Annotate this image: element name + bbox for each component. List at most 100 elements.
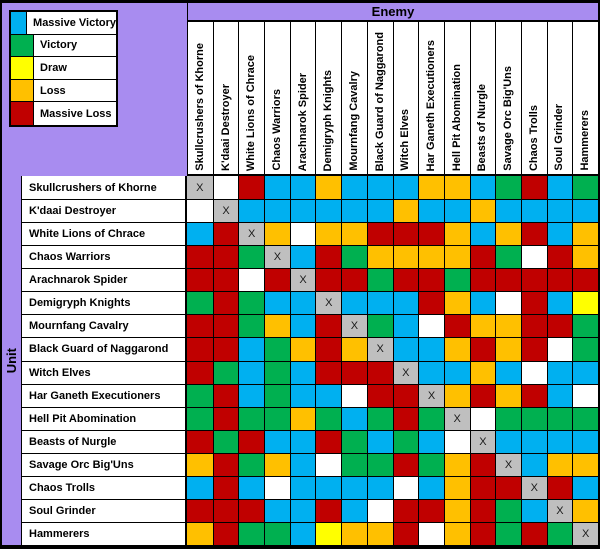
matchup-cell[interactable] <box>572 406 598 430</box>
matchup-cell[interactable] <box>495 475 521 499</box>
matchup-cell[interactable] <box>212 314 239 338</box>
matchup-cell[interactable] <box>546 337 573 361</box>
matchup-cell[interactable]: X <box>546 498 573 522</box>
matchup-cell[interactable] <box>572 222 598 246</box>
matchup-cell[interactable] <box>520 176 547 200</box>
matchup-cell[interactable] <box>546 314 573 338</box>
matchup-cell[interactable] <box>264 222 290 246</box>
matchup-cell[interactable] <box>443 291 470 315</box>
matchup-cell[interactable] <box>341 429 367 453</box>
matchup-cell[interactable] <box>315 176 342 200</box>
matchup-cell[interactable] <box>546 406 573 430</box>
matchup-cell[interactable] <box>418 429 444 453</box>
matchup-cell[interactable]: X <box>520 475 547 499</box>
matchup-cell[interactable] <box>366 176 393 200</box>
matchup-cell[interactable] <box>443 383 470 407</box>
matchup-cell[interactable] <box>341 406 367 430</box>
matchup-cell[interactable] <box>187 199 213 223</box>
matchup-cell[interactable] <box>341 337 367 361</box>
matchup-cell[interactable] <box>495 521 521 545</box>
matchup-cell[interactable] <box>572 291 598 315</box>
matchup-cell[interactable] <box>495 383 521 407</box>
matchup-cell[interactable] <box>392 475 419 499</box>
matchup-cell[interactable] <box>238 360 265 384</box>
matchup-cell[interactable] <box>315 383 342 407</box>
matchup-cell[interactable] <box>212 406 239 430</box>
matchup-cell[interactable] <box>418 222 444 246</box>
matchup-cell[interactable] <box>238 176 265 200</box>
matchup-cell[interactable] <box>418 360 444 384</box>
matchup-cell[interactable] <box>264 406 290 430</box>
matchup-cell[interactable] <box>443 498 470 522</box>
matchup-cell[interactable] <box>238 498 265 522</box>
matchup-cell[interactable] <box>392 176 419 200</box>
matchup-cell[interactable] <box>546 475 573 499</box>
matchup-cell[interactable] <box>443 429 470 453</box>
matchup-cell[interactable] <box>238 429 265 453</box>
matchup-cell[interactable] <box>392 406 419 430</box>
matchup-cell[interactable] <box>212 176 239 200</box>
matchup-cell[interactable] <box>366 498 393 522</box>
matchup-cell[interactable] <box>392 291 419 315</box>
matchup-cell[interactable] <box>315 360 342 384</box>
matchup-cell[interactable] <box>289 406 316 430</box>
matchup-cell[interactable] <box>289 222 316 246</box>
matchup-cell[interactable] <box>341 498 367 522</box>
matchup-cell[interactable] <box>520 360 547 384</box>
matchup-cell[interactable] <box>392 222 419 246</box>
matchup-cell[interactable] <box>315 245 342 269</box>
matchup-cell[interactable] <box>187 337 213 361</box>
matchup-cell[interactable] <box>238 383 265 407</box>
matchup-cell[interactable] <box>469 245 496 269</box>
matchup-cell[interactable]: X <box>418 383 444 407</box>
matchup-cell[interactable] <box>315 314 342 338</box>
matchup-cell[interactable] <box>289 452 316 476</box>
matchup-cell[interactable] <box>418 475 444 499</box>
matchup-cell[interactable] <box>572 176 598 200</box>
matchup-cell[interactable] <box>392 337 419 361</box>
matchup-cell[interactable] <box>546 268 573 292</box>
matchup-cell[interactable] <box>238 314 265 338</box>
matchup-cell[interactable] <box>187 291 213 315</box>
matchup-cell[interactable] <box>443 521 470 545</box>
matchup-cell[interactable] <box>264 291 290 315</box>
matchup-cell[interactable] <box>289 245 316 269</box>
matchup-cell[interactable] <box>572 268 598 292</box>
matchup-cell[interactable] <box>520 245 547 269</box>
matchup-cell[interactable] <box>546 291 573 315</box>
matchup-cell[interactable] <box>341 475 367 499</box>
matchup-cell[interactable] <box>418 452 444 476</box>
matchup-cell[interactable] <box>520 291 547 315</box>
matchup-cell[interactable] <box>238 475 265 499</box>
matchup-cell[interactable] <box>187 429 213 453</box>
matchup-cell[interactable] <box>341 521 367 545</box>
matchup-cell[interactable] <box>392 521 419 545</box>
matchup-cell[interactable] <box>418 245 444 269</box>
matchup-cell[interactable] <box>572 429 598 453</box>
matchup-cell[interactable] <box>418 199 444 223</box>
matchup-cell[interactable] <box>418 268 444 292</box>
matchup-cell[interactable] <box>264 199 290 223</box>
matchup-cell[interactable]: X <box>212 199 239 223</box>
matchup-cell[interactable] <box>495 337 521 361</box>
matchup-cell[interactable]: X <box>341 314 367 338</box>
matchup-cell[interactable] <box>520 452 547 476</box>
matchup-cell[interactable] <box>289 498 316 522</box>
matchup-cell[interactable] <box>366 521 393 545</box>
matchup-cell[interactable] <box>238 291 265 315</box>
matchup-cell[interactable]: X <box>238 222 265 246</box>
matchup-cell[interactable] <box>289 176 316 200</box>
matchup-cell[interactable] <box>315 429 342 453</box>
matchup-cell[interactable]: X <box>443 406 470 430</box>
matchup-cell[interactable] <box>572 314 598 338</box>
matchup-cell[interactable]: X <box>392 360 419 384</box>
matchup-cell[interactable] <box>418 337 444 361</box>
matchup-cell[interactable] <box>187 475 213 499</box>
matchup-cell[interactable] <box>341 452 367 476</box>
matchup-cell[interactable] <box>392 383 419 407</box>
matchup-cell[interactable] <box>392 452 419 476</box>
matchup-cell[interactable] <box>495 314 521 338</box>
matchup-cell[interactable] <box>546 176 573 200</box>
matchup-cell[interactable]: X <box>366 337 393 361</box>
matchup-cell[interactable] <box>572 452 598 476</box>
